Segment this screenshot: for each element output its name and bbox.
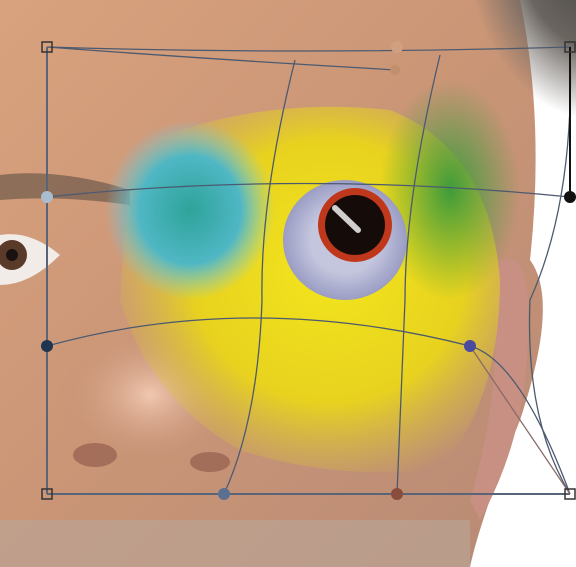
page-body: (() => { const data = JSON.parse(documen… xyxy=(0,0,576,567)
control-point[interactable] xyxy=(41,191,53,203)
warp-canvas xyxy=(0,0,576,567)
control-point[interactable] xyxy=(391,41,403,53)
control-point[interactable] xyxy=(564,191,576,203)
control-point[interactable] xyxy=(390,65,400,75)
control-point[interactable] xyxy=(218,488,230,500)
stubble xyxy=(0,520,470,567)
control-point[interactable] xyxy=(391,488,403,500)
page: {} html, body { margin: 0; padding: 0; w… xyxy=(0,0,576,567)
nostril xyxy=(73,443,117,467)
nostril xyxy=(190,452,230,472)
teal-feathers xyxy=(105,120,275,300)
human-pupil xyxy=(6,249,18,261)
control-point[interactable] xyxy=(41,340,53,352)
control-point[interactable] xyxy=(464,340,476,352)
green-feathers xyxy=(380,80,520,300)
